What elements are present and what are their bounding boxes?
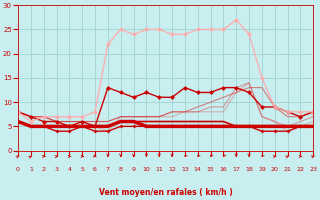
X-axis label: Vent moyen/en rafales ( km/h ): Vent moyen/en rafales ( km/h ) <box>99 188 233 197</box>
